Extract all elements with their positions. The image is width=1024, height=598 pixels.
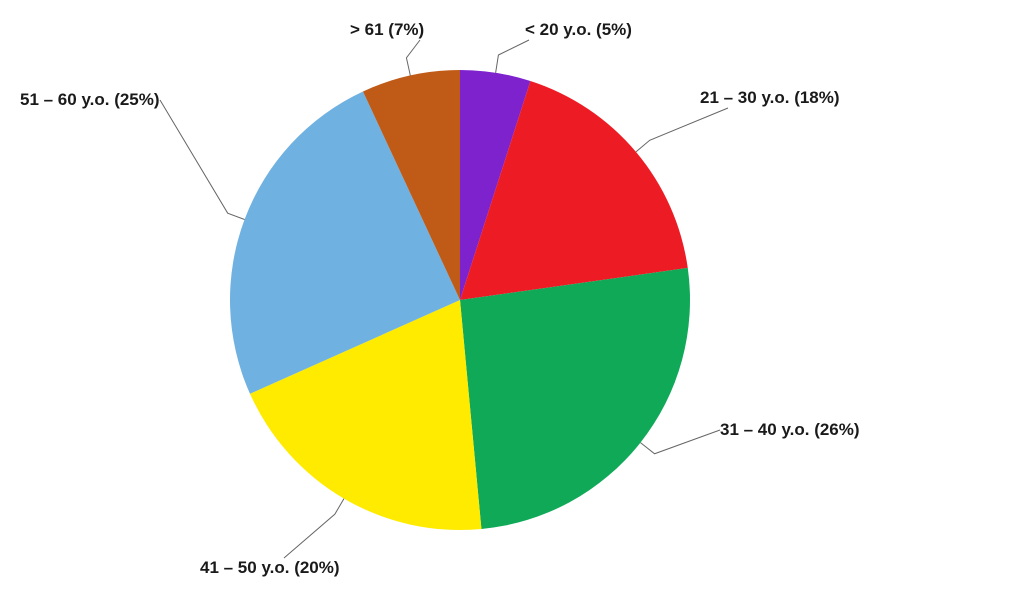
- pie-slice: [460, 268, 690, 529]
- slice-label-2: 31 – 40 y.o. (26%): [720, 420, 860, 440]
- slice-label-1: 21 – 30 y.o. (18%): [700, 88, 840, 108]
- leader-line: [160, 100, 245, 219]
- age-distribution-pie-chart: < 20 y.o. (5%) 21 – 30 y.o. (18%) 31 – 4…: [0, 0, 1024, 598]
- leader-line: [496, 40, 529, 73]
- leader-line: [640, 430, 720, 454]
- slice-label-5: > 61 (7%): [350, 20, 424, 40]
- leader-line: [406, 40, 420, 75]
- leader-line: [284, 499, 344, 558]
- slice-label-0: < 20 y.o. (5%): [525, 20, 632, 40]
- slice-label-4: 51 – 60 y.o. (25%): [20, 90, 160, 110]
- slice-label-3: 41 – 50 y.o. (20%): [200, 558, 340, 578]
- leader-line: [636, 108, 728, 152]
